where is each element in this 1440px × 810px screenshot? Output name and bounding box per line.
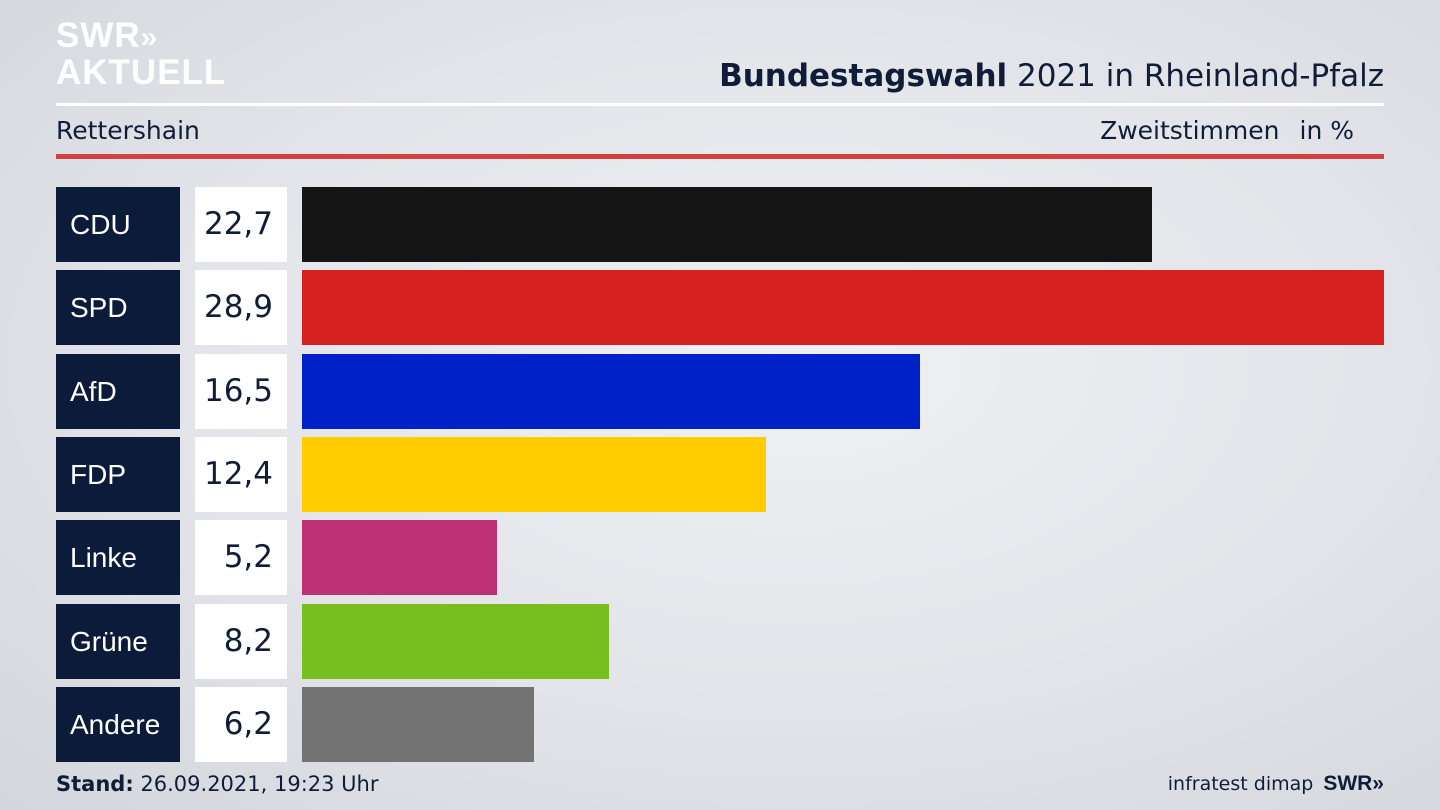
value-label: 8,2 [195, 604, 287, 679]
logo-aktuell: AKTUELL [56, 53, 227, 92]
bar-row: AfD 16,5 [56, 354, 1384, 429]
bar [302, 270, 1384, 345]
bar-chart: CDU 22,7 SPD 28,9 AfD 16,5 FDP 12,4 Linke 5,2 Grün… [56, 187, 1384, 762]
bar [302, 187, 1152, 262]
party-label: Linke [56, 520, 180, 595]
bar-row: FDP 12,4 [56, 437, 1384, 512]
location-label: Rettershain [56, 116, 200, 145]
value-label: 16,5 [195, 354, 287, 429]
party-label: Grüne [56, 604, 180, 679]
logo-chevron-icon: » [140, 21, 158, 54]
bar [302, 604, 609, 679]
measure-name: Zweitstimmen [1100, 116, 1280, 145]
swr-brand-logo: SWR» [1323, 772, 1384, 795]
bar-row: Grüne 8,2 [56, 604, 1384, 679]
timestamp: Stand: 26.09.2021, 19:23 Uhr [56, 772, 379, 796]
bar-row: CDU 22,7 [56, 187, 1384, 262]
header-divider [56, 103, 1384, 106]
title-rest: 2021 in Rheinland-Pfalz [1007, 58, 1384, 94]
value-label: 6,2 [195, 687, 287, 762]
source-credit: infratest dimap SWR» [1168, 772, 1384, 796]
bar [302, 437, 766, 512]
accent-divider [56, 154, 1384, 159]
bar-row: Andere 6,2 [56, 687, 1384, 762]
bar [302, 687, 534, 762]
value-label: 22,7 [195, 187, 287, 262]
party-label: SPD [56, 270, 180, 345]
measure-label: Zweitstimmen in % [1100, 116, 1354, 145]
party-label: Andere [56, 687, 180, 762]
value-label: 12,4 [195, 437, 287, 512]
bar-row: Linke 5,2 [56, 520, 1384, 595]
bar [302, 520, 497, 595]
party-label: CDU [56, 187, 180, 262]
bar [302, 354, 920, 429]
party-label: AfD [56, 354, 180, 429]
value-label: 5,2 [195, 520, 287, 595]
source-label: infratest dimap [1167, 773, 1314, 795]
value-label: 28,9 [195, 270, 287, 345]
logo-swr: SWR [56, 16, 141, 55]
swr-aktuell-logo: SWR» AKTUELL [56, 18, 226, 90]
party-label: FDP [56, 437, 180, 512]
title-bold: Bundestagswahl [719, 58, 1008, 94]
page-title: Bundestagswahl 2021 in Rheinland-Pfalz [719, 58, 1384, 94]
stand-label: Stand: [56, 772, 134, 796]
bar-row: SPD 28,9 [56, 270, 1384, 345]
stand-value: 26.09.2021, 19:23 Uhr [133, 772, 379, 796]
measure-unit: in % [1299, 116, 1355, 145]
